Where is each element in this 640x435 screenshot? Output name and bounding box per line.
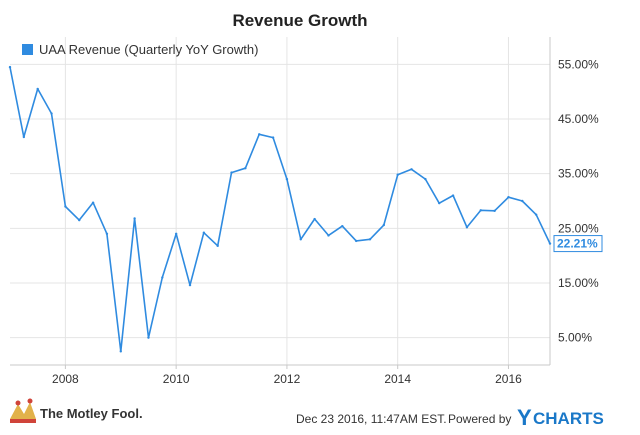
y-tick-label: 35.00% <box>558 167 599 181</box>
y-tick-label: 5.00% <box>558 331 592 345</box>
brand-name: The Motley Fool. <box>40 406 143 421</box>
data-point[interactable] <box>327 234 330 237</box>
data-point[interactable] <box>22 135 26 139</box>
motley-fool-logo[interactable]: The Motley Fool. <box>10 398 143 424</box>
data-point[interactable] <box>258 133 261 136</box>
data-point[interactable] <box>161 276 164 279</box>
x-tick-label: 2008 <box>52 372 79 386</box>
series-layer <box>8 65 552 353</box>
chart-title: Revenue Growth <box>232 11 367 30</box>
data-point[interactable] <box>105 232 109 235</box>
ycharts-y-mark: Y <box>517 405 532 430</box>
data-point[interactable] <box>341 224 344 228</box>
legend-swatch <box>22 44 33 55</box>
data-point[interactable] <box>354 239 358 243</box>
data-point[interactable] <box>493 209 496 213</box>
data-point[interactable] <box>147 336 150 339</box>
x-tick-label: 2012 <box>274 372 301 386</box>
y-axis-ticks: 5.00% 15.00% 25.00% 35.00% 45.00% 55.00% <box>558 57 599 344</box>
x-axis-ticks: 2008 2010 2012 2014 2016 <box>52 365 522 386</box>
x-tick-label: 2016 <box>495 372 522 386</box>
data-point[interactable] <box>174 232 178 235</box>
timestamp: Dec 23 2016, 11:47AM EST. <box>296 412 447 426</box>
data-point[interactable] <box>36 87 39 91</box>
y-tick-label: 15.00% <box>558 276 599 290</box>
data-point[interactable] <box>299 238 302 241</box>
data-point[interactable] <box>119 350 122 353</box>
legend[interactable]: UAA Revenue (Quarterly YoY Growth) <box>22 42 258 57</box>
data-point[interactable] <box>78 218 81 222</box>
data-point[interactable] <box>230 171 233 174</box>
data-point[interactable] <box>521 199 524 203</box>
data-point[interactable] <box>424 177 427 181</box>
y-tick-label: 45.00% <box>558 112 599 126</box>
data-point[interactable] <box>50 112 53 115</box>
data-point[interactable] <box>313 217 316 221</box>
data-point[interactable] <box>368 238 372 241</box>
y-tick-label: 55.00% <box>558 57 599 71</box>
x-tick-label: 2010 <box>163 372 190 386</box>
legend-label: UAA Revenue (Quarterly YoY Growth) <box>39 42 258 57</box>
data-point[interactable] <box>479 209 482 212</box>
data-point[interactable] <box>271 136 275 139</box>
data-point[interactable] <box>244 167 247 170</box>
data-point[interactable] <box>382 223 386 227</box>
data-point[interactable] <box>396 173 399 176</box>
last-value-label: 22.21% <box>557 237 598 251</box>
data-point[interactable] <box>507 195 510 199</box>
series-line[interactable] <box>9 66 551 353</box>
powered-by-label: Powered by <box>448 412 511 426</box>
x-tick-label: 2014 <box>384 372 411 386</box>
data-point[interactable] <box>202 231 206 234</box>
data-point[interactable] <box>548 242 552 245</box>
data-point[interactable] <box>438 201 441 205</box>
last-value-callout: 22.21% <box>553 235 603 253</box>
data-point[interactable] <box>410 168 413 171</box>
data-point[interactable] <box>465 226 469 229</box>
data-point[interactable] <box>216 244 219 248</box>
data-point[interactable] <box>64 205 67 208</box>
data-point[interactable] <box>133 217 136 220</box>
jester-hat-icon <box>10 398 36 423</box>
data-point[interactable] <box>91 201 95 204</box>
data-point[interactable] <box>8 65 12 69</box>
ycharts-wordmark: CHARTS <box>533 409 604 428</box>
data-point[interactable] <box>451 194 455 197</box>
last-value-box <box>553 235 603 253</box>
ycharts-logo[interactable]: Y CHARTS <box>517 405 604 430</box>
footer: The Motley Fool. Dec 23 2016, 11:47AM ES… <box>10 398 604 430</box>
gridlines <box>10 37 550 365</box>
y-tick-label: 25.00% <box>558 221 599 235</box>
data-point[interactable] <box>285 177 289 181</box>
data-point[interactable] <box>534 213 538 216</box>
data-point[interactable] <box>188 283 192 287</box>
plot-frame <box>10 37 551 366</box>
